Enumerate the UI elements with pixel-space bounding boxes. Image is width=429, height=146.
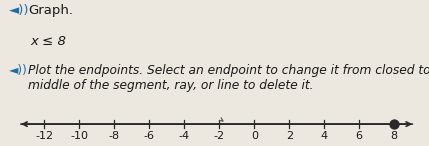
Text: 0: 0 <box>251 131 258 141</box>
Text: 6: 6 <box>356 131 363 141</box>
Text: x ≤ 8: x ≤ 8 <box>30 35 66 48</box>
Text: -6: -6 <box>144 131 155 141</box>
Text: 4: 4 <box>320 131 328 141</box>
Text: Plot the endpoints. Select an endpoint to change it from closed to open. Select : Plot the endpoints. Select an endpoint t… <box>28 64 429 92</box>
Text: ◄)): ◄)) <box>9 64 27 77</box>
Text: -2: -2 <box>214 131 225 141</box>
Text: -8: -8 <box>109 131 120 141</box>
Text: -12: -12 <box>35 131 54 141</box>
Text: 8: 8 <box>391 131 398 141</box>
Text: 2: 2 <box>286 131 293 141</box>
Text: -4: -4 <box>179 131 190 141</box>
Text: Graph.: Graph. <box>28 4 73 17</box>
Point <box>391 123 398 125</box>
Text: -10: -10 <box>70 131 88 141</box>
Text: ◄)): ◄)) <box>9 4 29 17</box>
